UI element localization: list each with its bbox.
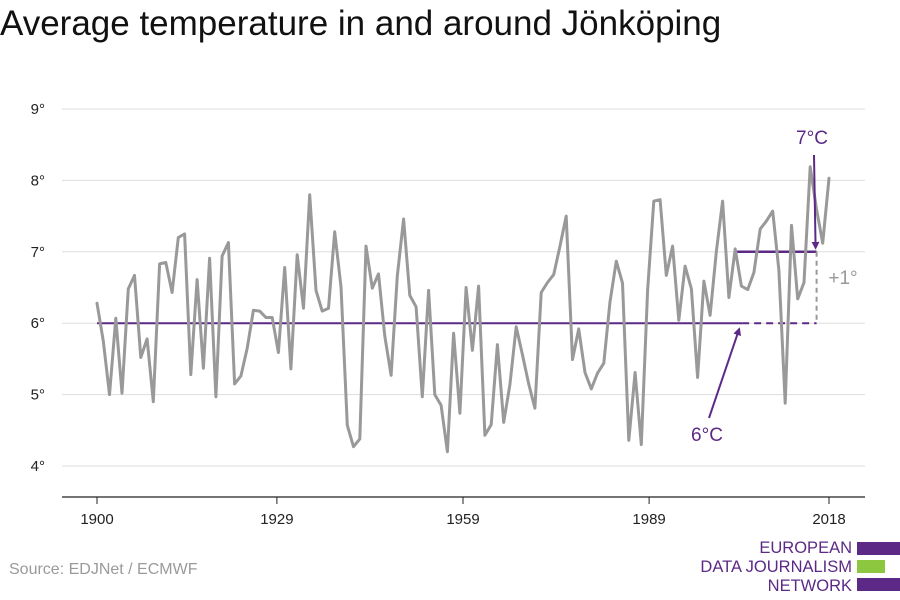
logo-bar-purple-top (857, 542, 900, 555)
logo-line-3: NETWORK (767, 577, 852, 595)
annotations: 7°C 6°C +1° (691, 128, 858, 446)
series-layer (95, 165, 831, 454)
y-tick-label: 6° (31, 315, 45, 332)
edjnet-logo: EUROPEAN DATA JOURNALISM NETWORK (700, 538, 900, 596)
x-tick-label: 1900 (80, 511, 113, 528)
y-tick-label: 5° (31, 387, 45, 404)
logo-bar-purple-bottom (857, 578, 900, 591)
source-note: Source: EDJNet / ECMWF (9, 561, 198, 578)
annotation-label-6c: 6°C (691, 425, 723, 446)
logo-bar-green (857, 560, 885, 573)
chart-title: Average temperature in and around Jönköp… (0, 4, 722, 43)
y-tick-label: 7° (31, 244, 45, 261)
y-tick-label: 4° (31, 458, 45, 475)
x-tick-label: 1989 (632, 511, 665, 528)
x-tick-label: 2018 (812, 511, 845, 528)
annotation-arrow-6c (708, 327, 742, 419)
x-tick-label: 1929 (260, 511, 293, 528)
x-axis: 1900 1929 1959 1989 2018 (62, 496, 865, 528)
annotation-label-7c: 7°C (796, 128, 828, 149)
x-tick-label: 1959 (446, 511, 479, 528)
logo-line-1: EUROPEAN (759, 539, 852, 557)
y-tick-label: 8° (31, 172, 45, 189)
temperature-series-line (95, 165, 831, 454)
y-tick-label: 9° (31, 101, 45, 118)
y-axis-tick-labels: 4° 5° 6° 7° 8° 9° (31, 101, 45, 475)
annotation-arrow-7c (811, 154, 820, 250)
difference-label: +1° (828, 268, 857, 289)
logo-line-2: DATA JOURNALISM (700, 558, 852, 576)
